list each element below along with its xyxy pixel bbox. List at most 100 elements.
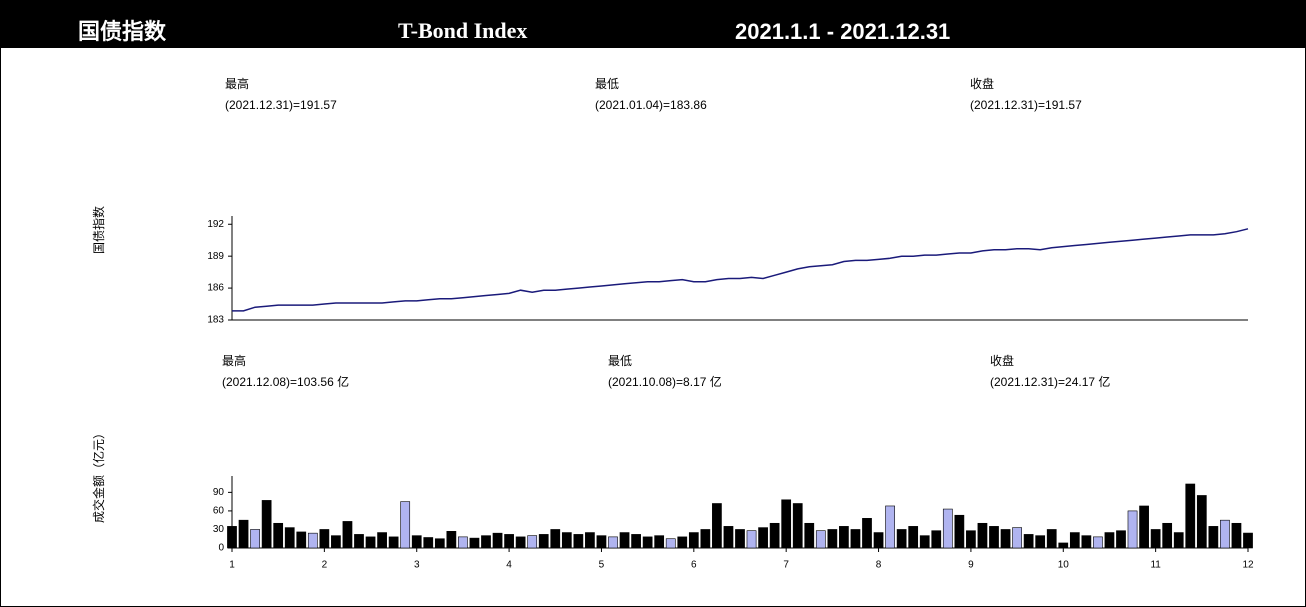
stat-label: 最高: [225, 76, 249, 91]
bar: [377, 532, 387, 549]
bar: [677, 536, 688, 549]
x-tick-label: 2: [322, 560, 328, 571]
bar: [642, 536, 653, 549]
x-tick-label: 8: [876, 560, 882, 571]
bar: [1058, 542, 1069, 549]
bar: [839, 526, 849, 549]
bar: [411, 535, 422, 549]
stat-text: (2021.10.08)=8.17 亿: [608, 374, 722, 389]
bar: [827, 529, 838, 549]
bar: [804, 522, 815, 549]
stat-label: 最高: [222, 353, 246, 368]
bar: [446, 531, 457, 549]
y-tick-label: 30: [213, 524, 225, 535]
bar: [319, 529, 330, 549]
bar: [400, 501, 411, 549]
bar: [481, 535, 491, 549]
bar: [1139, 505, 1149, 549]
bar: [1069, 532, 1080, 549]
bar: [596, 535, 607, 549]
bar: [550, 529, 561, 549]
bar: [1012, 527, 1022, 549]
bar: [1116, 530, 1126, 549]
stat-text: (2021.12.31)=191.57: [225, 98, 337, 112]
stat-label: 收盘: [970, 76, 994, 91]
bar: [989, 526, 999, 549]
bar: [1231, 522, 1242, 549]
header-period: 2021.1.1 - 2021.12.31: [735, 19, 950, 44]
bar: [758, 527, 768, 549]
header-title-cn: 国债指数: [78, 19, 167, 44]
bar: [654, 535, 665, 549]
bar: [735, 529, 745, 549]
bar: [966, 530, 976, 549]
bar: [504, 534, 514, 549]
bar: [781, 499, 792, 549]
index-line: [232, 228, 1249, 312]
bar: [608, 536, 618, 549]
bar: [561, 532, 572, 549]
bar: [700, 529, 711, 549]
y-tick-label: 189: [207, 251, 224, 262]
x-tick-label: 3: [414, 560, 420, 571]
header-title-en: T-Bond Index: [398, 18, 527, 43]
bar: [365, 536, 376, 549]
bar: [1185, 483, 1196, 549]
bar: [712, 503, 722, 549]
bar: [538, 534, 549, 549]
bar: [1104, 532, 1115, 549]
y-tick-label: 90: [213, 487, 225, 498]
bar: [1243, 532, 1253, 549]
bar: [585, 532, 595, 549]
x-tick-label: 7: [783, 560, 789, 571]
y-axis-label: 国债指数: [91, 206, 106, 254]
bar: [850, 529, 861, 549]
bar: [307, 532, 318, 549]
stat-label: 最低: [595, 77, 619, 91]
bar: [342, 521, 353, 549]
bar: [469, 537, 480, 549]
bar: [458, 536, 468, 549]
bar: [769, 522, 780, 549]
bar: [619, 532, 630, 549]
stat-text: (2021.01.04)=183.86: [595, 98, 707, 112]
bar: [1173, 532, 1184, 549]
x-tick-label: 10: [1058, 560, 1070, 571]
bar: [896, 529, 907, 549]
x-tick-label: 12: [1242, 560, 1254, 571]
bar: [873, 532, 884, 549]
stat-label: 收盘: [990, 353, 1014, 368]
bar: [954, 514, 965, 549]
bar: [515, 536, 526, 549]
bar: [492, 532, 503, 549]
bar: [746, 530, 757, 549]
bar: [815, 530, 826, 549]
bar: [1150, 529, 1161, 549]
x-tick-label: 11: [1150, 560, 1161, 571]
bar: [908, 526, 919, 549]
bar: [931, 530, 942, 549]
y-tick-label: 186: [207, 283, 224, 294]
bar: [919, 535, 930, 549]
bar: [885, 505, 895, 549]
bar: [434, 538, 445, 549]
y-tick-label: 60: [213, 506, 225, 517]
bar: [527, 535, 538, 549]
bar: [573, 534, 584, 549]
bar: [296, 531, 307, 549]
bar: [1081, 535, 1092, 549]
bar: [631, 534, 641, 549]
bar: [1196, 495, 1207, 549]
y-tick-label: 183: [207, 315, 224, 326]
bar: [1093, 536, 1103, 549]
y-tick-label: 0: [218, 543, 224, 554]
header-bar: [0, 0, 1306, 48]
x-tick-label: 1: [229, 560, 235, 571]
bar: [388, 536, 399, 549]
x-tick-label: 5: [599, 560, 605, 571]
x-tick-label: 9: [968, 560, 974, 571]
bar: [688, 532, 699, 549]
